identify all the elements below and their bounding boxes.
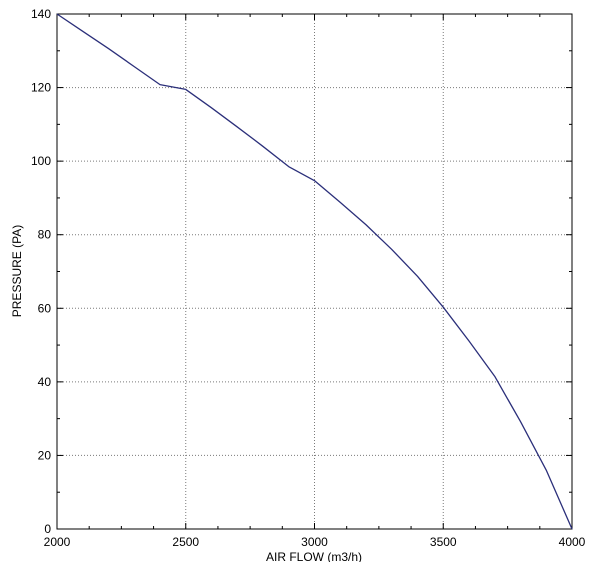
y-tick-label: 120 — [31, 81, 51, 95]
y-tick-label: 0 — [44, 522, 51, 536]
x-tick-label: 4000 — [559, 535, 586, 549]
y-axis-title: PRESSURE (PA) — [10, 225, 24, 317]
y-tick-label: 60 — [38, 301, 52, 315]
y-tick-label: 100 — [31, 154, 51, 168]
major-ticks — [56, 13, 573, 530]
y-tick-label: 140 — [31, 7, 51, 21]
y-tick-label: 20 — [38, 448, 52, 462]
x-tick-label: 2500 — [172, 535, 199, 549]
y-tick-label: 80 — [38, 228, 52, 242]
series-line — [56, 13, 573, 530]
x-tick-labels: 2000 2500 3000 3500 4000 — [44, 535, 586, 549]
x-tick-label: 2000 — [44, 535, 71, 549]
x-axis-title: AIR FLOW (m3/h) — [266, 550, 362, 562]
y-tick-label: 40 — [38, 375, 52, 389]
grid — [57, 14, 572, 529]
x-tick-label: 3000 — [301, 535, 328, 549]
plot-frame — [56, 13, 573, 530]
minor-ticks — [57, 14, 572, 529]
series-layer — [56, 13, 573, 530]
x-tick-label: 3500 — [430, 535, 457, 549]
y-tick-labels: 0 20 40 60 80 100 120 140 — [31, 7, 51, 536]
